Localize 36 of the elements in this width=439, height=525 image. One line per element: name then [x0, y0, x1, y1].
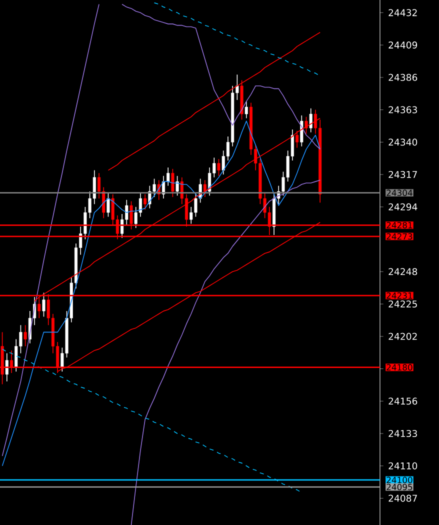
ref-line-label: 24095 [386, 484, 412, 490]
ref-line-label: 24273 [386, 233, 412, 240]
candlestick [217, 158, 220, 176]
ref-line-label: 24231 [386, 292, 412, 299]
y-tick-label: 24202 [388, 332, 417, 340]
y-tick-label: 24386 [388, 74, 418, 81]
y-tick-label: 24087 [388, 494, 417, 502]
candlestick [106, 192, 110, 218]
candlestick [166, 167, 170, 186]
candlestick [24, 324, 27, 347]
y-tick-label: 24409 [388, 42, 418, 49]
candlestick [144, 194, 147, 210]
candlestick [5, 352, 8, 382]
y-tick-label: 24317 [388, 171, 417, 178]
candlestick [171, 168, 174, 198]
y-tick-label: 24225 [388, 300, 417, 308]
y-tick-label: 24110 [388, 462, 418, 470]
ref-line-label: 24281 [386, 222, 412, 228]
candlestick [244, 100, 248, 119]
ref-line-label: 24100 [386, 476, 412, 484]
line-series [108, 32, 320, 171]
candlestick [300, 115, 304, 147]
y-tick-label: 24432 [388, 9, 417, 16]
y-tick-label: 24363 [388, 106, 417, 114]
ref-line-label: 24180 [386, 364, 412, 371]
candlestick [42, 292, 46, 318]
candlestick [203, 180, 206, 198]
y-tick-label: 24156 [388, 398, 418, 405]
y-tick-label: 24133 [388, 430, 417, 438]
y-tick-label: 24294 [388, 203, 418, 210]
y-tick-label: 24340 [388, 138, 418, 146]
candlestick [176, 176, 179, 196]
candlestick [296, 130, 299, 148]
candlestick [309, 108, 312, 133]
y-tick-label: 24248 [388, 268, 418, 276]
ref-line-label: 24304 [386, 190, 412, 196]
